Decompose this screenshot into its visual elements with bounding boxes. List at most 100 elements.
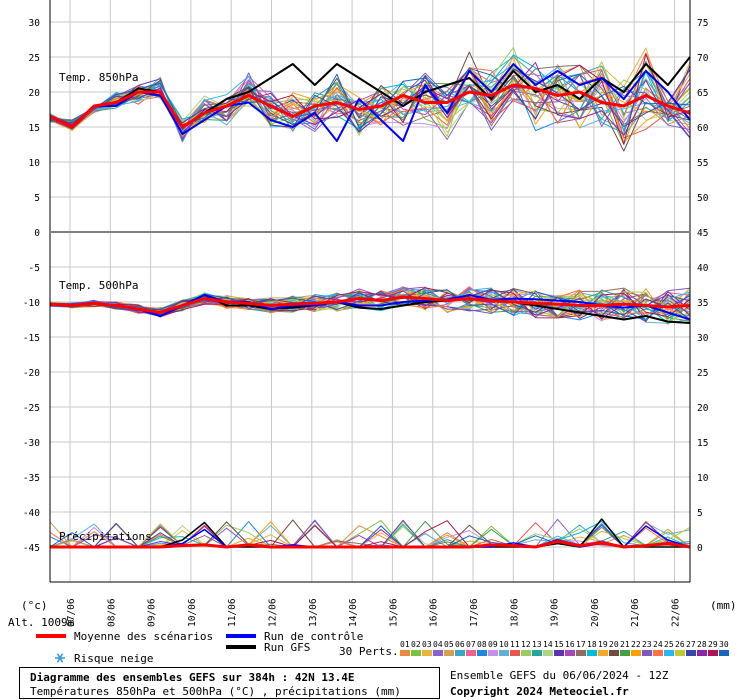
perturbation-swatch bbox=[444, 650, 454, 656]
perturbation-number: 27 bbox=[686, 640, 696, 649]
perturbation-swatch bbox=[675, 650, 685, 656]
right-tick-label: 30 bbox=[697, 333, 709, 344]
perturbation-swatch bbox=[609, 650, 619, 656]
perturbation-swatch bbox=[565, 650, 575, 656]
right-tick-label: 45 bbox=[697, 228, 708, 239]
footer-title: Diagramme des ensembles GEFS sur 384h : … bbox=[30, 671, 355, 684]
t850-panel-label: Temp. 850hPa bbox=[59, 71, 138, 84]
date-tick-label: 13/06 bbox=[308, 598, 319, 627]
left-unit-label: (°c) bbox=[21, 599, 48, 612]
right-tick-label: 60 bbox=[697, 123, 709, 134]
date-tick-label: 16/06 bbox=[429, 598, 440, 627]
left-tick-label: 0 bbox=[34, 228, 40, 239]
right-tick-label: 50 bbox=[697, 193, 709, 204]
date-tick-label: 17/06 bbox=[469, 598, 480, 627]
right-tick-label: 75 bbox=[697, 18, 708, 29]
legend-mean-label: Moyenne des scénarios bbox=[74, 630, 213, 643]
right-tick-label: 20 bbox=[697, 403, 709, 414]
perturbation-number: 15 bbox=[554, 640, 564, 649]
perturbation-swatch bbox=[532, 650, 542, 656]
perturbation-number: 10 bbox=[499, 640, 509, 649]
perturbation-number: 25 bbox=[664, 640, 674, 649]
perturbation-swatch bbox=[631, 650, 641, 656]
mean-line-t850 bbox=[49, 83, 691, 129]
perturbation-number: 30 bbox=[719, 640, 729, 649]
perturbation-number: 29 bbox=[708, 640, 718, 649]
footer-ensemble: Ensemble GEFS du 06/06/2024 - 12Z bbox=[450, 669, 669, 682]
left-tick-label: -45 bbox=[23, 543, 40, 554]
perturbation-number: 02 bbox=[411, 640, 421, 649]
perturbation-line-850 bbox=[49, 65, 691, 140]
main-series-lines bbox=[49, 56, 691, 549]
right-tick-label: 35 bbox=[697, 298, 708, 309]
right-unit-label: (mm) bbox=[710, 599, 737, 612]
left-tick-label: 25 bbox=[29, 53, 40, 64]
left-tick-label: 15 bbox=[29, 123, 40, 134]
right-tick-label: 65 bbox=[697, 88, 708, 99]
perturbation-number: 08 bbox=[477, 640, 487, 649]
perturbation-number: 28 bbox=[697, 640, 707, 649]
perturbation-number: 04 bbox=[433, 640, 443, 649]
perturbation-swatch bbox=[466, 650, 476, 656]
left-tick-label: -10 bbox=[23, 298, 40, 309]
left-tick-label: -30 bbox=[23, 438, 40, 449]
perturbation-number: 13 bbox=[532, 640, 542, 649]
date-tick-label: 07/06 bbox=[66, 598, 77, 627]
perturbation-swatch bbox=[587, 650, 597, 656]
precip-panel-label: Précipitations bbox=[59, 530, 152, 543]
perturbation-swatch bbox=[477, 650, 487, 656]
right-tick-label: 25 bbox=[697, 368, 708, 379]
perturbation-swatch bbox=[576, 650, 586, 656]
grid bbox=[50, 0, 690, 583]
mean-line-precip bbox=[50, 539, 691, 549]
left-tick-label: 10 bbox=[29, 158, 41, 169]
legend-snow-label: Risque neige bbox=[74, 652, 153, 665]
date-tick-label: 20/06 bbox=[590, 598, 601, 627]
right-tick-label: 10 bbox=[697, 473, 709, 484]
perturbation-number: 07 bbox=[466, 640, 476, 649]
perturbation-swatch bbox=[433, 650, 443, 656]
perturbation-swatch bbox=[554, 650, 564, 656]
left-tick-label: 5 bbox=[34, 193, 40, 204]
legend-perts-label: 30 Perts. bbox=[339, 645, 399, 658]
perturbation-number: 06 bbox=[455, 640, 465, 649]
perturbation-swatch bbox=[697, 650, 707, 656]
right-tick-label: 40 bbox=[697, 263, 709, 274]
perturbation-number: 20 bbox=[609, 640, 619, 649]
date-tick-label: 09/06 bbox=[147, 598, 158, 627]
perturbation-number: 26 bbox=[675, 640, 685, 649]
right-tick-label: 70 bbox=[697, 53, 709, 64]
perturbation-swatch bbox=[598, 650, 608, 656]
mean-line-t500 bbox=[49, 295, 691, 314]
axes: 302520151050-5-10-15-20-25-30-35-40-4575… bbox=[23, 0, 709, 627]
perturbation-legend: 01 02 03 04 05 06 07 08 09 10 11 12 13 14 15 16 17 18 19 20… bbox=[400, 640, 729, 656]
perturbation-swatch bbox=[653, 650, 663, 656]
perturbation-swatch bbox=[411, 650, 421, 656]
perturbation-number: 05 bbox=[444, 640, 454, 649]
perturbation-swatch bbox=[642, 650, 652, 656]
date-tick-label: 15/06 bbox=[388, 598, 399, 627]
left-tick-label: -35 bbox=[23, 473, 40, 484]
perturbation-line-500 bbox=[49, 289, 691, 318]
perturbation-swatch bbox=[719, 650, 729, 656]
right-tick-label: 55 bbox=[697, 158, 708, 169]
date-tick-label: 12/06 bbox=[268, 598, 279, 627]
perturbation-number: 09 bbox=[488, 640, 498, 649]
perturbation-swatch bbox=[400, 650, 410, 656]
perturbation-swatch bbox=[543, 650, 553, 656]
perturbation-number: 12 bbox=[521, 640, 531, 649]
perturbation-number: 18 bbox=[587, 640, 597, 649]
perturbation-number: 01 bbox=[400, 640, 410, 649]
date-tick-label: 21/06 bbox=[630, 598, 641, 627]
left-tick-label: 20 bbox=[29, 88, 41, 99]
right-tick-label: 5 bbox=[697, 508, 703, 519]
perturbation-swatch bbox=[664, 650, 674, 656]
perturbation-number: 23 bbox=[642, 640, 652, 649]
right-tick-label: 0 bbox=[697, 543, 703, 554]
right-tick-label: 15 bbox=[697, 438, 708, 449]
date-tick-label: 18/06 bbox=[509, 598, 520, 627]
control-line-t500 bbox=[49, 294, 691, 321]
altitude-label: Alt. 1009m bbox=[8, 616, 75, 629]
footer-title-box bbox=[19, 667, 440, 699]
